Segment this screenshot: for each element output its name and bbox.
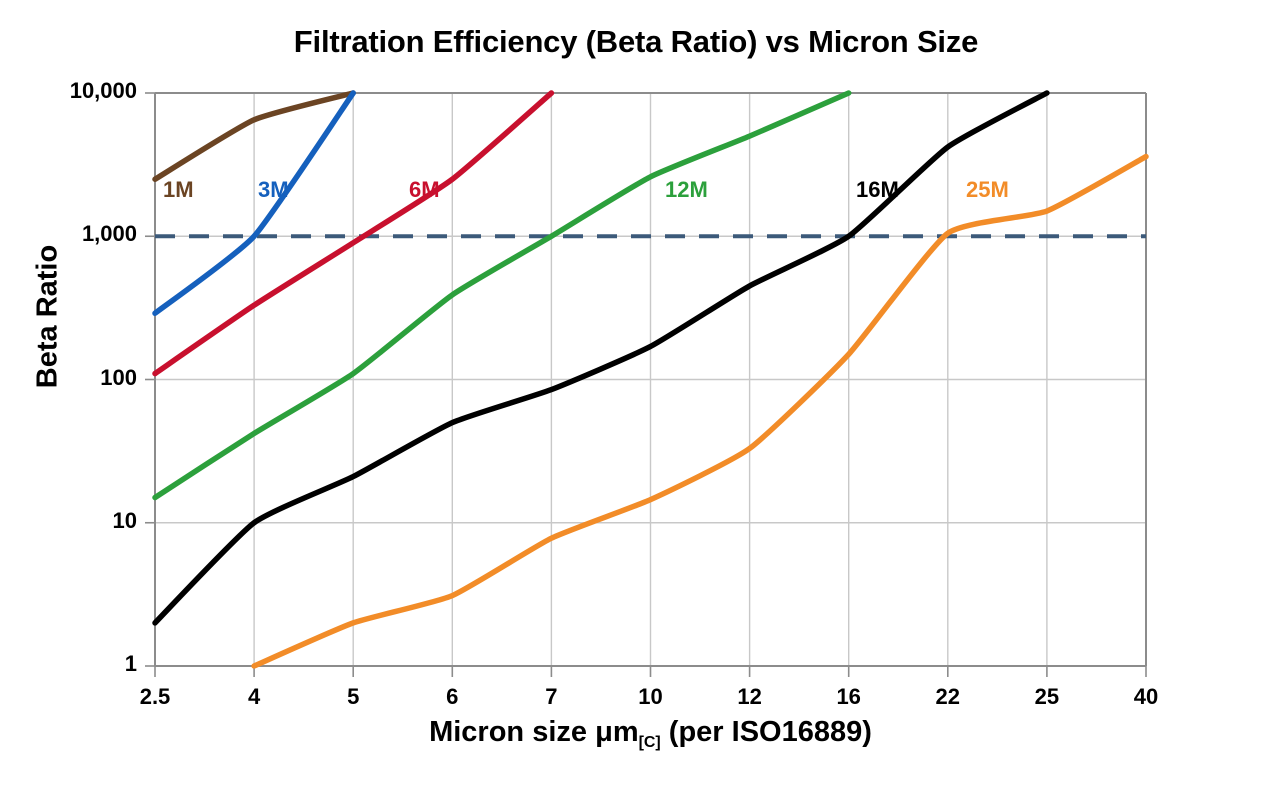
x-tick-label: 6 [446, 684, 459, 709]
y-tick-label: 1,000 [81, 221, 137, 247]
x-tick-label: 25 [1034, 684, 1060, 709]
x-tick-label: 40 [1133, 684, 1159, 709]
axis-ticks [145, 92, 1147, 677]
series-curve-3m [152, 90, 356, 317]
x-axis-title-subscript: [C] [638, 734, 661, 751]
x-axis-title-tail: (per ISO16889) [660, 716, 872, 748]
series-curve-1m [152, 90, 356, 182]
x-tick-label: 4 [247, 684, 261, 709]
data-curves [152, 90, 1149, 669]
series-label-1m: 1M [163, 177, 194, 202]
series-curve-25m [251, 153, 1149, 669]
x-tick-label: 10 [638, 684, 663, 709]
series-label-3m: 3M [258, 177, 289, 202]
x-tick-label: 2.5 [139, 684, 171, 709]
series-curve-6m [152, 90, 555, 377]
chart-title: Filtration Efficiency (Beta Ratio) vs Mi… [293, 24, 979, 59]
x-axis-title: Micron size μm[C] (per ISO16889) [155, 716, 1146, 751]
series-curve-12m [152, 90, 852, 501]
y-tick-label: 1 [124, 651, 137, 676]
series-curve-16m [152, 90, 1050, 626]
x-tick-label: 7 [545, 684, 558, 709]
y-tick-label: 10 [112, 507, 137, 533]
x-tick-label: 16 [836, 684, 861, 709]
series-label-16m: 16M [856, 177, 899, 202]
x-axis-title-main: Micron size μm [429, 716, 639, 748]
series-label-6m: 6M [409, 177, 440, 202]
series-label-25m: 25M [966, 177, 1009, 202]
x-tick-label: 5 [347, 684, 360, 709]
x-tick-label: 22 [935, 684, 961, 709]
y-tick-label: 10,000 [69, 78, 137, 103]
x-tick-label: 12 [737, 684, 762, 709]
y-tick-label: 100 [100, 364, 137, 390]
plot-frame [154, 92, 1147, 667]
series-label-12m: 12M [665, 177, 708, 202]
